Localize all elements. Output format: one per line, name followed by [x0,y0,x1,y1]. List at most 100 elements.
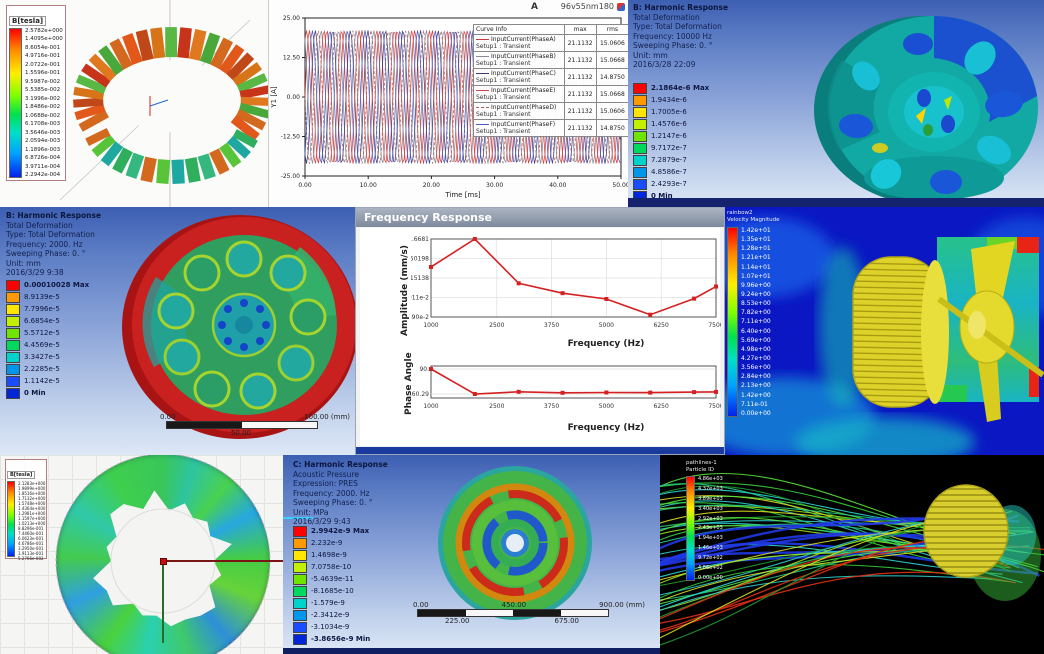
deformed-wheel-3d-view [122,215,355,439]
svg-text:1.6681: 1.6681 [411,236,429,243]
window-title: Frequency Response [364,211,492,224]
pathlines-legend: pathlines-1 Particle ID 4.86e+03 4.37e+03… [686,460,723,581]
flux-colorbar: 2.1283e+000 1.9899e+000 1.8516e+000 1.7132e… [7,481,46,561]
amplitude-frequency-chart: 1.6681 0.50198 0.15138 4.6011e-2 1.390e-2100… [411,236,721,329]
svg-text:2500: 2500 [489,322,504,329]
colorbar-gradient [7,481,15,557]
svg-text:0.50198: 0.50198 [411,256,429,263]
svg-text:Time [ms]: Time [ms] [444,191,481,199]
phase-x-axis-label: Frequency (Hz) [567,423,645,433]
window-edge [283,648,660,654]
cfd-flow-field-view [725,207,1044,455]
deformation-legend: 2.1864e-6 Max 1.9434e-6 1.7005e-6 1.4576e-6… [633,82,709,202]
svg-text:5000: 5000 [599,403,614,410]
panel-maxwell-flux-motor: B[tesla] 2.5782e+000 1.4095e+000 8.6054e-0… [0,0,268,207]
colorbar-gradient [686,476,695,581]
scale-ruler: 0.00 450.00 900.00 (mm) 225.00 675.00 [413,601,645,625]
colorbar-labels: 2.5782e+000 1.4095e+000 8.6054e-001 4.9716e… [25,28,63,178]
rms-header: rms [595,24,629,35]
svg-text:3750: 3750 [544,403,559,410]
svg-text:2500: 2500 [489,403,504,410]
panel-harmonic-response-10000hz: B: Harmonic Response Total Deformation Typ… [628,0,1044,207]
finned-gear [852,256,949,408]
svg-text:0.00: 0.00 [287,94,301,101]
svg-text:-160.29: -160.29 [411,391,429,398]
motor-flux-3d-view [59,0,268,207]
legend-title-1: rainbow2 [727,210,753,216]
panel-flux-ring: B[tesla] 2.1283e+000 1.9899e+000 1.8516e+0… [0,455,283,654]
flux-legend-title: B[tesla] [9,16,47,26]
svg-text:12.50: 12.50 [283,55,300,62]
svg-text:-25.00: -25.00 [281,173,301,180]
svg-text:3750: 3750 [544,322,559,329]
svg-text:25.00: 25.00 [283,15,300,22]
curve-line-swatch [476,56,489,57]
curve-info-row: InputCurrent(PhaseC) Setup1 : Transient 21… [473,68,629,86]
svg-text:1000: 1000 [423,322,438,329]
window-titlebar: Frequency Response [356,208,724,227]
origin-marker [160,558,167,565]
panel-cfd-velocity: rainbow2 Velocity Magnitude 1.42e+01 1.35… [725,207,1044,455]
ruler-min: 0.00 [160,413,176,421]
curve-info-row: InputCurrent(PhaseB) Setup1 : Transient 21… [473,51,629,69]
colorbar-gradient [9,28,22,178]
colorbar-gradient [727,227,738,417]
svg-text:20.00: 20.00 [423,182,440,189]
svg-text:0.00: 0.00 [298,182,312,189]
svg-text:-12.50: -12.50 [281,134,301,141]
svg-text:90.: 90. [419,366,429,373]
velocity-colorbar: 1.42e+01 1.35e+01 1.28e+01 1.21e+01 1.14e+01… [727,227,779,417]
svg-text:7500: 7500 [708,322,721,329]
svg-text:0.15138: 0.15138 [411,275,429,282]
curve-info-row: InputCurrent(PhaseE) Setup1 : Transient 21… [473,85,629,103]
ruler-mid: 50.00 [230,429,252,437]
svg-text:1000: 1000 [423,403,438,410]
svg-text:6250: 6250 [654,403,669,410]
result-info-block: C: Harmonic Response Acoustic Pressure Exp… [293,460,388,526]
curve-info-row: InputCurrent(PhaseF) Setup1 : Transient 21… [473,119,629,137]
panel-acoustic-pressure: C: Harmonic Response Acoustic Pressure Exp… [283,455,660,654]
scale-ruler: 0.00 100.00 (mm) 50.00 [160,413,350,437]
pressure-legend: 2.9942e-9 Max 2.232e-9 1.4698e-9 7.0758e-10… [293,525,370,645]
curve-info-row: InputCurrent(PhaseD) Setup1 : Transient 21… [473,102,629,120]
svg-text:7500: 7500 [708,403,721,410]
plot-title: A [531,2,538,12]
window-edge [356,447,724,454]
legend-title-1: pathlines-1 [686,460,717,466]
deformed-wheel-3d-view [814,16,1038,204]
ruler-900: 900.00 (mm) [599,601,645,609]
svg-text:1.390e-2: 1.390e-2 [411,314,429,321]
panel-frequency-response-window: Frequency Response Amplitude (mm/s) 1.66… [355,207,725,455]
project-icon [617,2,625,11]
ruler-450: 450.00 [501,601,527,609]
svg-text:5000: 5000 [599,322,614,329]
curve-info-table: Curve Info max rms InputCurrent(PhaseA) S… [473,24,629,137]
svg-text:6250: 6250 [654,322,669,329]
curve-line-swatch [476,124,489,125]
ruler-max: 100.00 (mm) [304,413,350,421]
deformation-legend: 0.00010028 Max 8.9139e-5 7.7996e-5 6.6854e-… [6,279,89,399]
flux-legend-title: B[tesla] [7,471,36,479]
svg-text:10.00: 10.00 [360,182,377,189]
panel-particle-pathlines: pathlines-1 Particle ID 4.86e+03 4.37e+03… [660,455,1044,654]
svg-text:Y1 [A]: Y1 [A] [270,86,278,108]
colorbar-labels: 2.1283e+000 1.9899e+000 1.8516e+000 1.7132e… [18,481,46,561]
svg-text:30.00: 30.00 [486,182,503,189]
amplitude-x-axis-label: Frequency (Hz) [567,339,645,349]
panel-input-current-plot: A 96v55nm180 25.00 12.50 0.00 -12.50 -25.00 0… [268,0,629,207]
section-cut-line [283,517,313,519]
colorbar-labels: 4.86e+03 4.37e+03 3.89e+03 3.40e+03 2.92e+03… [698,476,723,581]
model-label-text: 96v55nm180 [560,2,614,11]
colorbar-labels: 1.42e+01 1.35e+01 1.28e+01 1.21e+01 1.14e+01… [741,227,771,417]
x-axis-line [165,560,283,562]
particle-colorbar: 4.86e+03 4.37e+03 3.89e+03 3.40e+03 2.92e+03… [686,476,723,581]
svg-text:4.6011e-2: 4.6011e-2 [411,295,429,302]
legend-title-2: Velocity Magnitude [727,217,780,223]
svg-text:50.00: 50.00 [612,182,629,189]
phase-frequency-chart: 90. -160.29 1000 2500 3750 5000 6250 7500 [411,365,721,410]
curve-line-swatch [476,107,489,108]
curve-line-swatch [476,39,489,40]
curve-line-swatch [476,90,489,91]
result-info-block: B: Harmonic Response Total Deformation Typ… [6,211,102,277]
